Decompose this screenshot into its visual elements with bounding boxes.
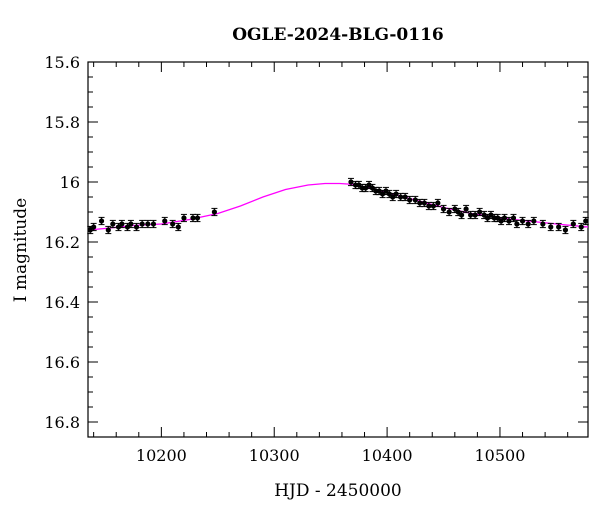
data-point — [128, 221, 134, 227]
y-tick-label: 15.6 — [44, 53, 80, 72]
data-point — [402, 194, 408, 200]
data-point — [495, 215, 501, 221]
data-point — [376, 188, 382, 194]
model-line — [87, 182, 589, 231]
data-point — [510, 215, 517, 221]
data-point — [170, 221, 176, 227]
data-point — [498, 218, 504, 224]
data-point — [570, 221, 576, 227]
data-point — [514, 221, 520, 227]
data-point — [463, 206, 469, 212]
data-point — [472, 212, 478, 218]
axis-ticks — [88, 61, 588, 438]
data-point — [525, 221, 531, 227]
data-point — [145, 221, 151, 227]
data-point — [519, 218, 526, 224]
plot-frame — [87, 61, 589, 438]
data-point — [484, 215, 491, 221]
data-point — [477, 209, 483, 215]
data-point — [369, 185, 376, 191]
data-point — [506, 218, 512, 224]
y-axis-label: I magnitude — [11, 198, 31, 302]
y-tick-label: 16 — [60, 173, 80, 192]
data-point — [468, 212, 474, 218]
data-point — [481, 212, 487, 218]
y-tick-label: 16.6 — [44, 353, 80, 372]
x-tick-label: 10500 — [475, 446, 526, 465]
y-tick-label: 16.4 — [44, 293, 80, 312]
data-point — [150, 221, 157, 227]
data-point — [366, 182, 372, 188]
data-point — [119, 221, 125, 227]
data-point — [458, 212, 465, 218]
data-point — [356, 182, 362, 188]
data-point — [540, 221, 546, 227]
data-point — [488, 212, 494, 218]
y-tick-label: 16.8 — [44, 413, 80, 432]
data-point — [91, 224, 97, 230]
x-tick-label: 10400 — [362, 446, 413, 465]
data-point — [110, 221, 116, 227]
data-point — [211, 209, 218, 215]
data-point — [417, 200, 423, 206]
data-point — [115, 224, 122, 230]
plot-area — [87, 61, 589, 438]
data-point — [181, 215, 187, 221]
data-point — [440, 206, 447, 212]
data-point — [562, 227, 569, 233]
data-point — [105, 227, 111, 233]
data-point — [421, 200, 427, 206]
data-point — [578, 224, 584, 230]
data-point — [407, 197, 413, 203]
data-point — [446, 209, 452, 215]
data-point — [190, 215, 196, 221]
data-point — [379, 191, 386, 197]
data-point — [98, 218, 105, 224]
data-point — [548, 224, 554, 230]
x-tick-label: 10200 — [136, 446, 187, 465]
x-tick-labels: 10200 10300 10400 10500 — [136, 446, 526, 465]
data-point — [430, 203, 436, 209]
data-point — [531, 218, 537, 224]
data-point — [386, 191, 392, 197]
data-point — [398, 194, 404, 200]
data-point — [194, 215, 201, 221]
model-curve — [87, 182, 589, 231]
data-point — [383, 188, 389, 194]
y-tick-label: 15.8 — [44, 113, 80, 132]
data-point — [452, 206, 458, 212]
y-tick-label: 16.2 — [44, 233, 80, 252]
y-tick-labels: 15.6 15.8 16 16.2 16.4 16.6 16.8 — [44, 53, 80, 432]
data-point — [133, 224, 140, 230]
x-tick-label: 10300 — [249, 446, 300, 465]
data-point — [363, 185, 369, 191]
data-point — [348, 179, 354, 185]
data-point — [175, 224, 181, 230]
data-point — [426, 203, 432, 209]
data-point — [556, 224, 562, 230]
data-point — [87, 227, 93, 233]
data-point — [435, 200, 441, 206]
data-point — [139, 221, 145, 227]
data-point — [393, 191, 399, 197]
data-point — [162, 218, 168, 224]
data-point — [455, 209, 461, 215]
chart-title: OGLE-2024-BLG-0116 — [232, 25, 444, 45]
data-point — [412, 197, 418, 203]
data-point — [501, 215, 508, 221]
data-point — [124, 224, 131, 230]
x-axis-label: HJD - 2450000 — [274, 481, 402, 501]
data-points — [87, 177, 589, 235]
data-point — [390, 194, 396, 200]
data-point — [583, 218, 589, 224]
